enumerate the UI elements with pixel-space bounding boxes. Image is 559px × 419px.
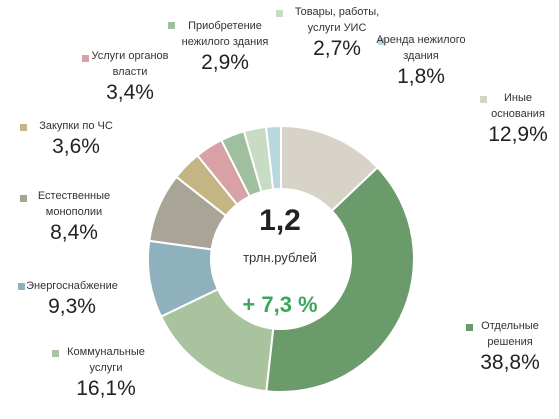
legend-marker <box>168 22 175 29</box>
label: Естественные монополии 8,4% <box>24 188 124 246</box>
value-label: 16,1% <box>76 377 136 400</box>
center-unit: трлн.рублей <box>243 250 317 265</box>
category-label: Отдельные решения <box>481 320 539 348</box>
category-label: Естественные монополии <box>37 190 111 218</box>
slice <box>219 130 263 198</box>
value-label: 3,6% <box>52 135 100 158</box>
legend-marker <box>20 195 27 202</box>
label: Иные основания 12,9% <box>478 90 558 148</box>
legend-marker <box>18 283 25 290</box>
category-label: Энергоснабжение <box>26 280 118 292</box>
legend-marker <box>466 324 473 331</box>
value-label: 2,7% <box>313 37 361 60</box>
value-label: 1,8% <box>397 65 445 88</box>
slice <box>196 138 251 206</box>
legend-marker <box>52 350 59 357</box>
category-label: Аренда нежилого здания <box>376 34 466 62</box>
label: Аренда нежилого здания 1,8% <box>376 32 466 90</box>
legend-marker <box>480 96 487 103</box>
value-label: 3,4% <box>106 81 154 104</box>
category-label: Приобретение нежилого здания <box>181 20 269 48</box>
category-label: Закупки по ЧС <box>39 120 113 132</box>
value-label: 2,9% <box>201 51 249 74</box>
value-label: 38,8% <box>480 351 540 374</box>
label: Услуги органов власти 3,4% <box>82 48 178 106</box>
slice <box>280 124 379 213</box>
label: Приобретение нежилого здания 2,9% <box>170 18 280 76</box>
legend-marker <box>378 38 385 45</box>
value-label: 9,3% <box>48 295 96 318</box>
category-label: Услуги органов власти <box>91 50 169 78</box>
slice <box>174 154 239 218</box>
label: Коммунальные услуги 16,1% <box>56 344 156 402</box>
label: Отдельные решения 38,8% <box>470 318 550 376</box>
category-label: Коммунальные услуги <box>67 346 145 374</box>
label: Энергоснабжение 9,3% <box>22 278 122 320</box>
slice <box>159 287 275 393</box>
slice <box>148 175 228 251</box>
center-total: 1,2 <box>259 204 301 237</box>
value-label: 8,4% <box>50 221 98 244</box>
value-label: 12,9% <box>488 123 548 146</box>
category-label: Иные основания <box>491 92 545 120</box>
legend-marker <box>20 124 27 131</box>
legend-marker <box>82 55 89 62</box>
legend-marker <box>276 10 283 17</box>
center-change: + 7,3 % <box>242 292 317 317</box>
label: Закупки по ЧС 3,6% <box>26 118 126 160</box>
slice <box>265 166 415 393</box>
label: Товары, работы, услуги УИС 2,7% <box>282 4 392 62</box>
category-label: Товары, работы, услуги УИС <box>294 6 380 34</box>
